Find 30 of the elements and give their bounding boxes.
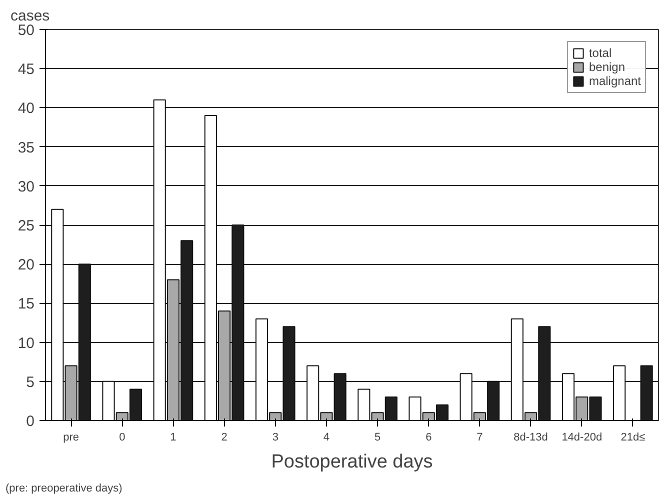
y-tick-label: 0: [26, 413, 34, 430]
x-tick-label: 6: [426, 432, 432, 444]
y-axis-title: cases: [10, 8, 50, 24]
x-tick-label: 2: [221, 432, 228, 444]
legend-label: malignant: [588, 74, 641, 88]
y-tick-label: 20: [18, 256, 35, 274]
x-tick-label: 1: [170, 432, 176, 444]
x-tick-label: 8d-13d: [514, 432, 548, 444]
y-tick-label: 50: [18, 22, 35, 39]
y-tick-label: 40: [18, 100, 35, 118]
y-tick-label: 30: [18, 178, 35, 196]
text: (pre: preoperative days): [6, 482, 122, 494]
x-tick-label: 0: [119, 432, 126, 444]
y-tick-label: 45: [18, 61, 35, 78]
x-tick-label: 14d-20d: [562, 432, 602, 444]
legend-label: total: [588, 46, 612, 60]
x-tick-label: 3: [272, 432, 278, 444]
y-tick-label: 15: [18, 296, 35, 313]
x-tick-label: 7: [476, 432, 483, 444]
x-axis-title: Postoperative days: [271, 452, 433, 472]
y-tick-label: 10: [18, 334, 35, 352]
y-tick-label: 25: [18, 218, 35, 234]
x-tick-label: 5: [374, 432, 381, 444]
legend-label: benign: [588, 60, 626, 74]
y-tick-label: 35: [18, 139, 35, 156]
x-tick-label: 4: [323, 432, 330, 444]
bar: [613, 365, 626, 420]
x-tick-label: 21d≤: [620, 432, 646, 444]
x-tick-label: pre: [63, 432, 79, 444]
y-tick-label: 5: [26, 374, 34, 391]
